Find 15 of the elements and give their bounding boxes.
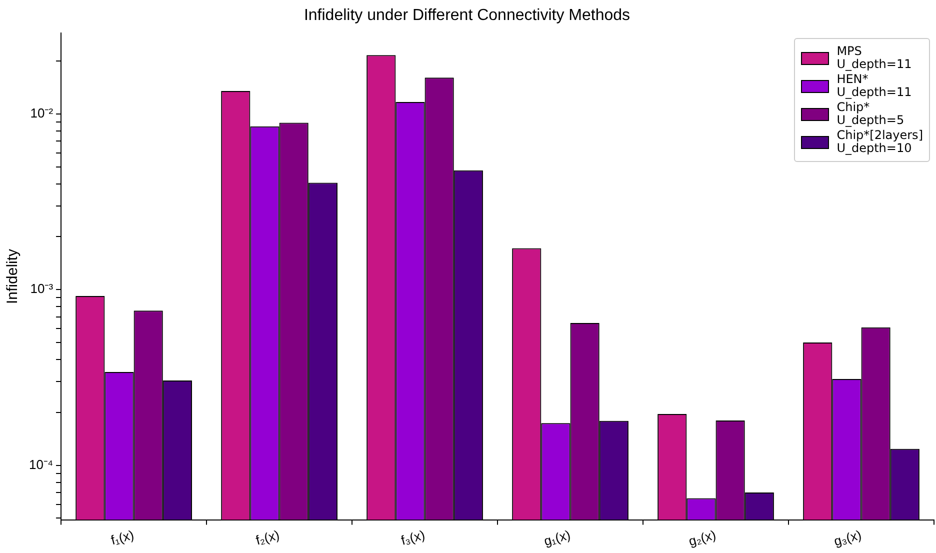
legend-label: Chip* U_depth=5 — [836, 100, 904, 127]
y-axis-title: Infidelity — [4, 248, 22, 304]
y-tick-label: 10⁻⁴ — [29, 456, 54, 472]
x-tick-label: g₂(x) — [687, 527, 718, 549]
y-tick-label: 10⁻³ — [30, 281, 54, 296]
x-tick-label: g₃(x) — [832, 527, 863, 549]
x-tick-label: f₁(x) — [109, 527, 136, 548]
x-tick-label: f₂(x) — [254, 527, 281, 548]
legend-label: HEN* U_depth=11 — [836, 72, 912, 99]
legend-label: Chip*[2layers] U_depth=10 — [836, 128, 923, 155]
x-tick-label: g₁(x) — [542, 527, 572, 549]
legend-label: MPS U_depth=11 — [836, 44, 912, 71]
x-tick-label: f₃(x) — [399, 527, 426, 548]
y-tick-label: 10⁻² — [30, 105, 54, 120]
chart-title: Infidelity under Different Connectivity Methods — [304, 7, 630, 24]
